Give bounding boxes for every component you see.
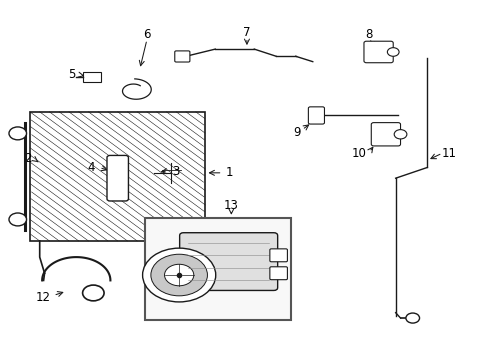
Bar (30, 112, 205, 241)
Circle shape (142, 248, 215, 302)
Text: 14: 14 (155, 254, 170, 267)
Bar (83, 72, 101, 82)
Text: 9: 9 (293, 126, 300, 139)
Text: 12: 12 (36, 291, 51, 304)
FancyBboxPatch shape (363, 41, 392, 63)
FancyBboxPatch shape (269, 249, 287, 262)
Text: 10: 10 (351, 147, 366, 159)
Circle shape (9, 213, 26, 226)
Text: 3: 3 (172, 165, 180, 177)
Bar (144, 218, 290, 320)
Circle shape (393, 130, 406, 139)
Text: 5: 5 (67, 68, 75, 81)
Text: 6: 6 (143, 28, 150, 41)
Text: 7: 7 (243, 27, 250, 40)
FancyBboxPatch shape (370, 123, 400, 146)
Circle shape (151, 254, 207, 296)
Circle shape (386, 48, 398, 56)
FancyBboxPatch shape (308, 107, 324, 124)
Circle shape (164, 264, 193, 286)
Text: 13: 13 (224, 199, 238, 212)
Text: 8: 8 (365, 28, 372, 41)
Circle shape (405, 313, 419, 323)
FancyBboxPatch shape (269, 267, 287, 280)
FancyBboxPatch shape (179, 233, 277, 291)
FancyBboxPatch shape (174, 51, 189, 62)
Text: 2: 2 (24, 152, 31, 165)
FancyBboxPatch shape (107, 156, 128, 201)
Text: 4: 4 (87, 161, 95, 174)
Text: 1: 1 (225, 166, 233, 179)
Circle shape (82, 285, 104, 301)
Circle shape (9, 127, 26, 140)
Text: 11: 11 (441, 147, 456, 159)
